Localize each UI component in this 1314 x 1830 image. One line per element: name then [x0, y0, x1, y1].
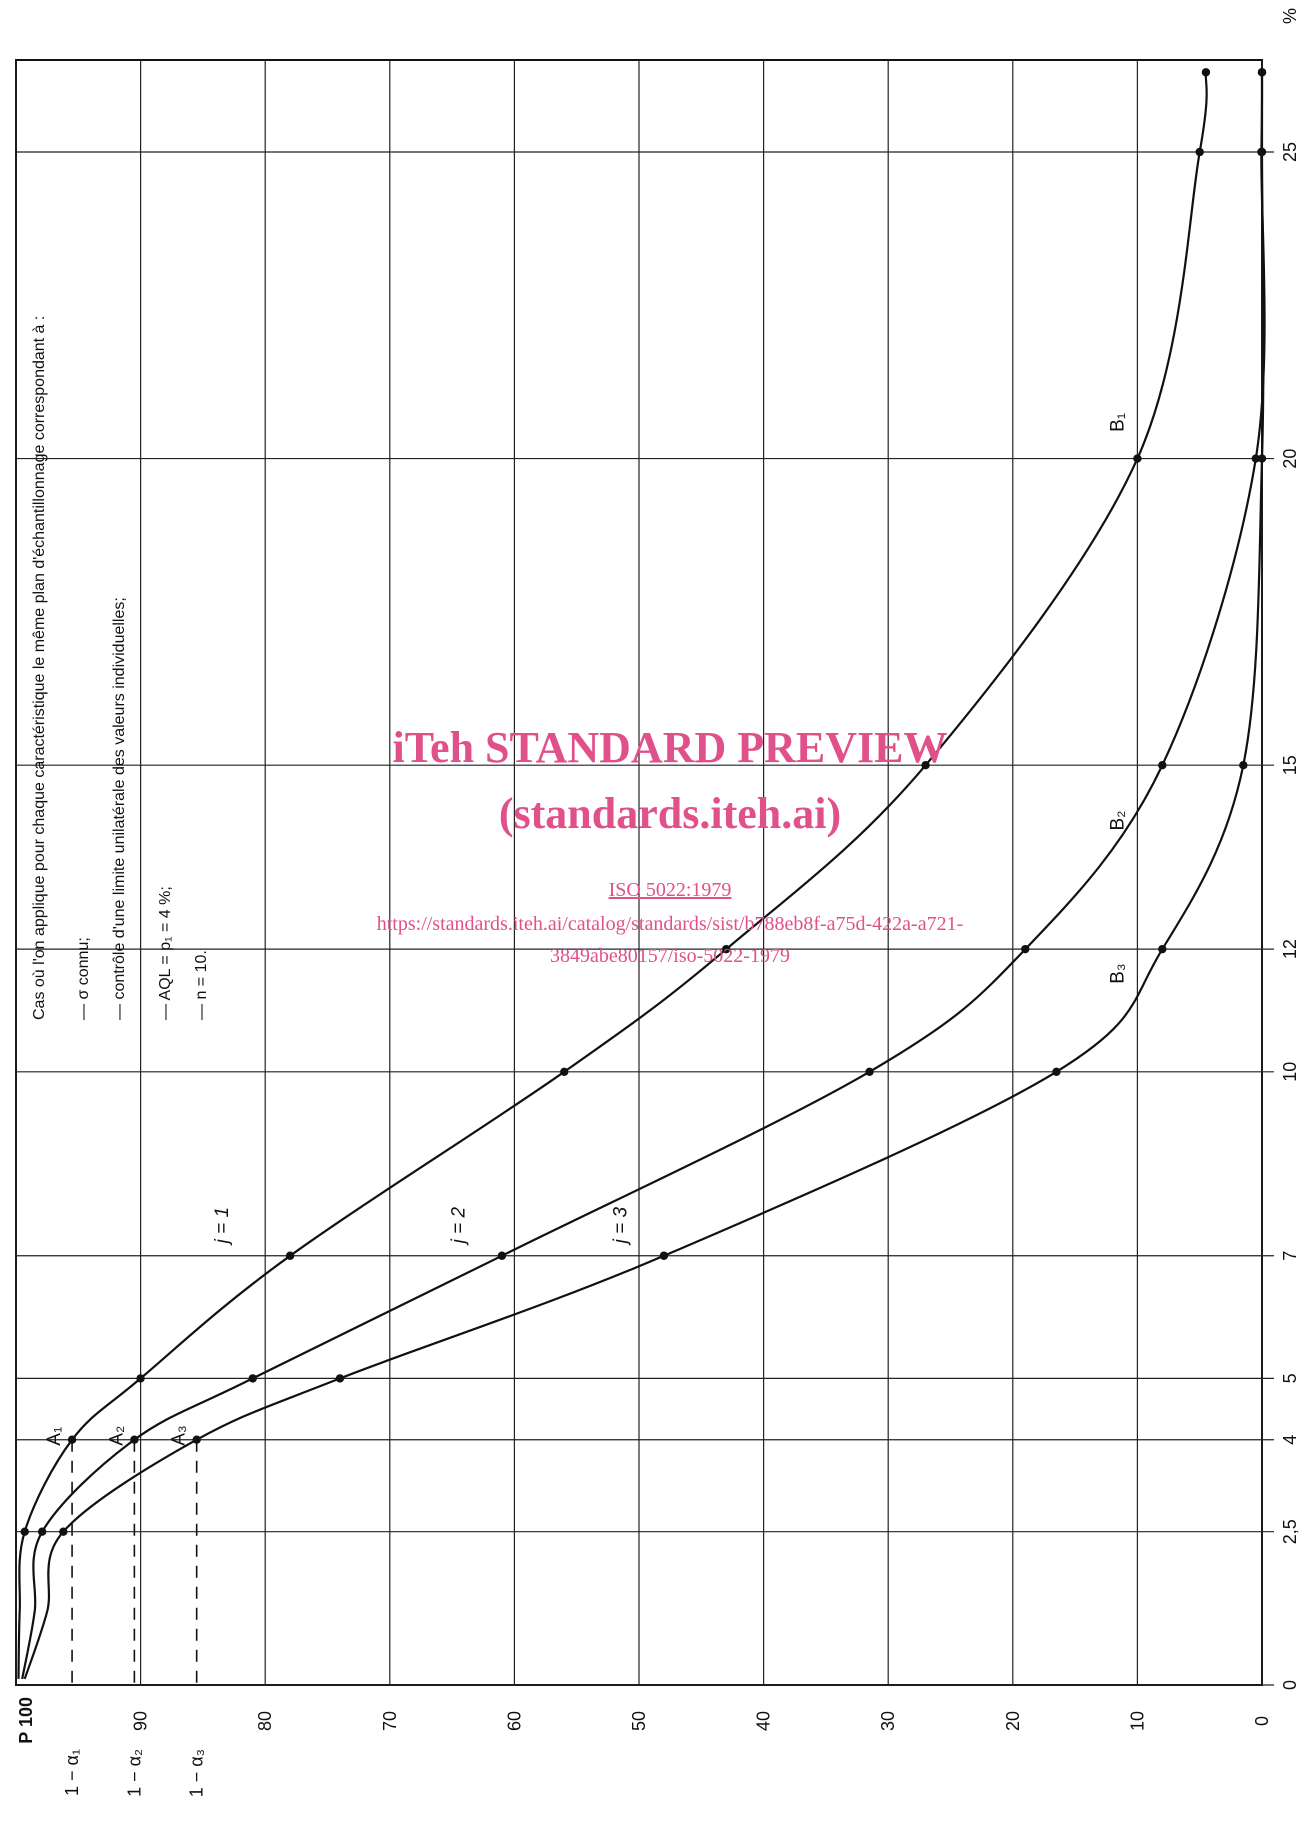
alpha-label-3: 1 − α₃ — [187, 1749, 207, 1797]
curve-point-j-2 — [1158, 760, 1167, 770]
legend-item-aql: — AQL = p₁ = 4 %; — [157, 886, 174, 1020]
alpha-label-1: 1 − α₁ — [62, 1749, 82, 1796]
curve-point-j-2 — [248, 1374, 257, 1383]
curve-point-j-1 — [1133, 454, 1142, 463]
curve-point-j-2 — [497, 1251, 507, 1260]
tick-label-x: 5 — [1280, 1373, 1300, 1383]
legend-title: Cas où l'on applique pour chaque caracté… — [31, 316, 48, 1020]
curve-point-j-3 — [659, 1251, 669, 1260]
curve-point-j-3 — [1257, 454, 1267, 463]
curve-point-j-1 — [1195, 147, 1204, 157]
legend: Cas où l'on applique pour chaque caracté… — [31, 316, 210, 1020]
watermark-line-3[interactable]: ISO 5022:1979 — [609, 879, 732, 901]
tick-label-p: 50 — [629, 1711, 649, 1731]
curve-point-j-2 — [37, 1527, 47, 1536]
curve-layer — [17, 72, 1266, 1680]
point-label-a3: A₃ — [169, 1425, 190, 1445]
curve-point-j-2 — [865, 1067, 874, 1076]
curve-point-j-3 — [1158, 944, 1167, 954]
watermark-line-4[interactable]: https://standards.iteh.ai/catalog/standa… — [377, 913, 964, 935]
tick-label-x: 25 — [1280, 142, 1300, 162]
curve-point-j-1 — [722, 944, 731, 954]
tick-label-p: 30 — [878, 1711, 898, 1731]
tick-label-x: 10 — [1280, 1062, 1300, 1082]
curve-label-j-2: j = 2 — [449, 1206, 470, 1246]
curve-point-j-1 — [20, 1527, 29, 1536]
axis-unit-label: % — [1280, 8, 1300, 24]
curve-j-1 — [17, 72, 1208, 1679]
curve-point-j-1 — [136, 1374, 145, 1383]
grid-layer — [15, 59, 1274, 1686]
watermark-line-1: iTeh STANDARD PREVIEW — [393, 723, 948, 772]
axis-title-p: P 100 — [16, 1697, 36, 1744]
text-layer: 0 10 20 30 40 50 60 70 80 90 P 100 0 2,5 4 5 7 10 12 15 20 2… — [16, 8, 1300, 1797]
tick-label-x: 4 — [1280, 1435, 1300, 1445]
point-label-b2: B₂ — [1107, 810, 1128, 830]
curve-point-j-3 — [1257, 147, 1267, 157]
curve-point-j-1 — [285, 1251, 295, 1260]
tick-label-p: 10 — [1127, 1711, 1147, 1731]
legend-item-limit: — contrôle d'une limite unilatérale des … — [111, 597, 128, 1020]
tick-label-p: 0 — [1252, 1716, 1272, 1726]
tick-label-p: 70 — [380, 1711, 400, 1731]
tick-label-x: 2,5 — [1280, 1519, 1300, 1544]
point-label-b3: B₃ — [1107, 963, 1128, 983]
legend-item-sigma: — σ connu; — [75, 937, 92, 1020]
watermark-line-2: (standards.iteh.ai) — [499, 789, 841, 838]
curve-point-j-3 — [192, 1435, 201, 1444]
tick-label-x: 20 — [1280, 449, 1300, 469]
curve-label-j-3: j = 3 — [611, 1206, 632, 1246]
curve-j-2 — [21, 72, 1266, 1680]
curve-j-3 — [23, 72, 1265, 1680]
point-label-a2: A₂ — [106, 1426, 127, 1446]
alpha-label-2: 1 − α₂ — [124, 1749, 144, 1797]
watermark: iTeh STANDARD PREVIEW (standards.iteh.ai… — [377, 723, 964, 967]
tick-label-x: 15 — [1280, 755, 1300, 775]
curve-point-j-3 — [1239, 760, 1248, 770]
point-label-b1: B₁ — [1107, 413, 1128, 432]
curve-label-j-1: j = 1 — [212, 1207, 233, 1246]
legend-item-n: — n = 10. — [193, 950, 210, 1020]
curve-point-j-2 — [130, 1435, 139, 1444]
curve-point-j-1 — [560, 1067, 569, 1076]
tick-label-x: 12 — [1280, 939, 1300, 959]
tick-label-p: 60 — [504, 1711, 524, 1731]
curve-point-j-2 — [1021, 944, 1030, 954]
curve-point-j-1 — [1201, 68, 1211, 77]
point-label-a1: A₁ — [44, 1427, 65, 1446]
curve-point-j-3 — [1257, 68, 1267, 77]
tick-label-x: 0 — [1280, 1680, 1300, 1690]
curve-point-j-1 — [67, 1435, 77, 1444]
curve-point-j-2 — [1251, 454, 1260, 463]
tick-label-p: 80 — [255, 1711, 275, 1731]
curve-point-j-1 — [921, 760, 930, 770]
curve-point-j-3 — [1052, 1067, 1061, 1076]
tick-label-x: 7 — [1280, 1251, 1300, 1261]
curve-point-j-3 — [335, 1374, 345, 1383]
tick-label-p: 90 — [131, 1711, 151, 1731]
curve-point-j-3 — [59, 1527, 68, 1536]
mark-layer — [20, 68, 1267, 1536]
watermark-line-5[interactable]: 3849abe80157/iso-5022-1979 — [550, 945, 790, 967]
tick-label-p: 20 — [1003, 1711, 1023, 1731]
tick-label-p: 40 — [754, 1711, 774, 1731]
